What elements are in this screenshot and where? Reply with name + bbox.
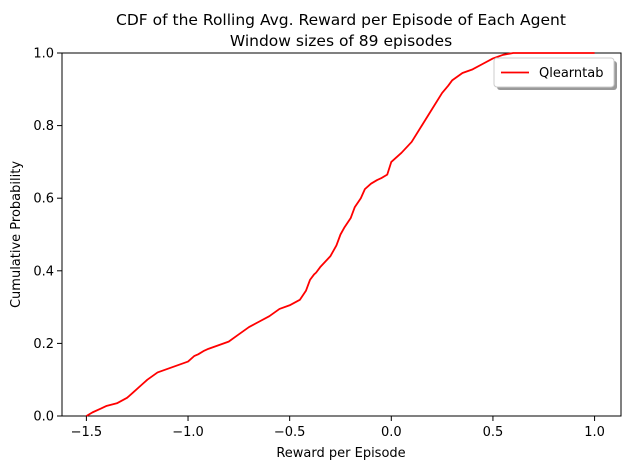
- x-tick-label: 0.0: [381, 425, 402, 440]
- x-axis-label: Reward per Episode: [276, 446, 405, 461]
- x-axis-ticks: −1.5 −1.0 −0.5 0.0 0.5 1.0: [71, 416, 605, 440]
- legend-label-qlearntab: Qlearntab: [539, 66, 603, 81]
- y-tick-label: 0.2: [33, 337, 54, 352]
- y-tick-label: 0.6: [33, 192, 54, 207]
- x-tick-label: 1.0: [584, 425, 605, 440]
- x-tick-label: −1.0: [172, 425, 204, 440]
- legend: Qlearntab: [493, 57, 617, 90]
- series-layer: [85, 52, 595, 417]
- y-tick-label: 0.4: [33, 264, 54, 279]
- chart-title: CDF of the Rolling Avg. Reward per Episo…: [116, 11, 566, 29]
- chart-subtitle: Window sizes of 89 episodes: [230, 32, 452, 50]
- x-tick-label: −1.5: [71, 425, 103, 440]
- y-axis-ticks: 0.0 0.2 0.4 0.6 0.8 1.0: [33, 47, 62, 425]
- y-tick-label: 0.8: [33, 119, 54, 134]
- x-tick-label: 0.5: [483, 425, 504, 440]
- series-line-qlearntab: [85, 52, 595, 417]
- x-tick-label: −0.5: [274, 425, 306, 440]
- plot-frame: [61, 52, 622, 417]
- y-axis-label: Cumulative Probability: [9, 161, 24, 308]
- y-tick-label: 1.0: [33, 47, 54, 62]
- legend-box: [493, 57, 615, 88]
- y-tick-label: 0.0: [33, 410, 54, 425]
- plot-area: [61, 52, 622, 417]
